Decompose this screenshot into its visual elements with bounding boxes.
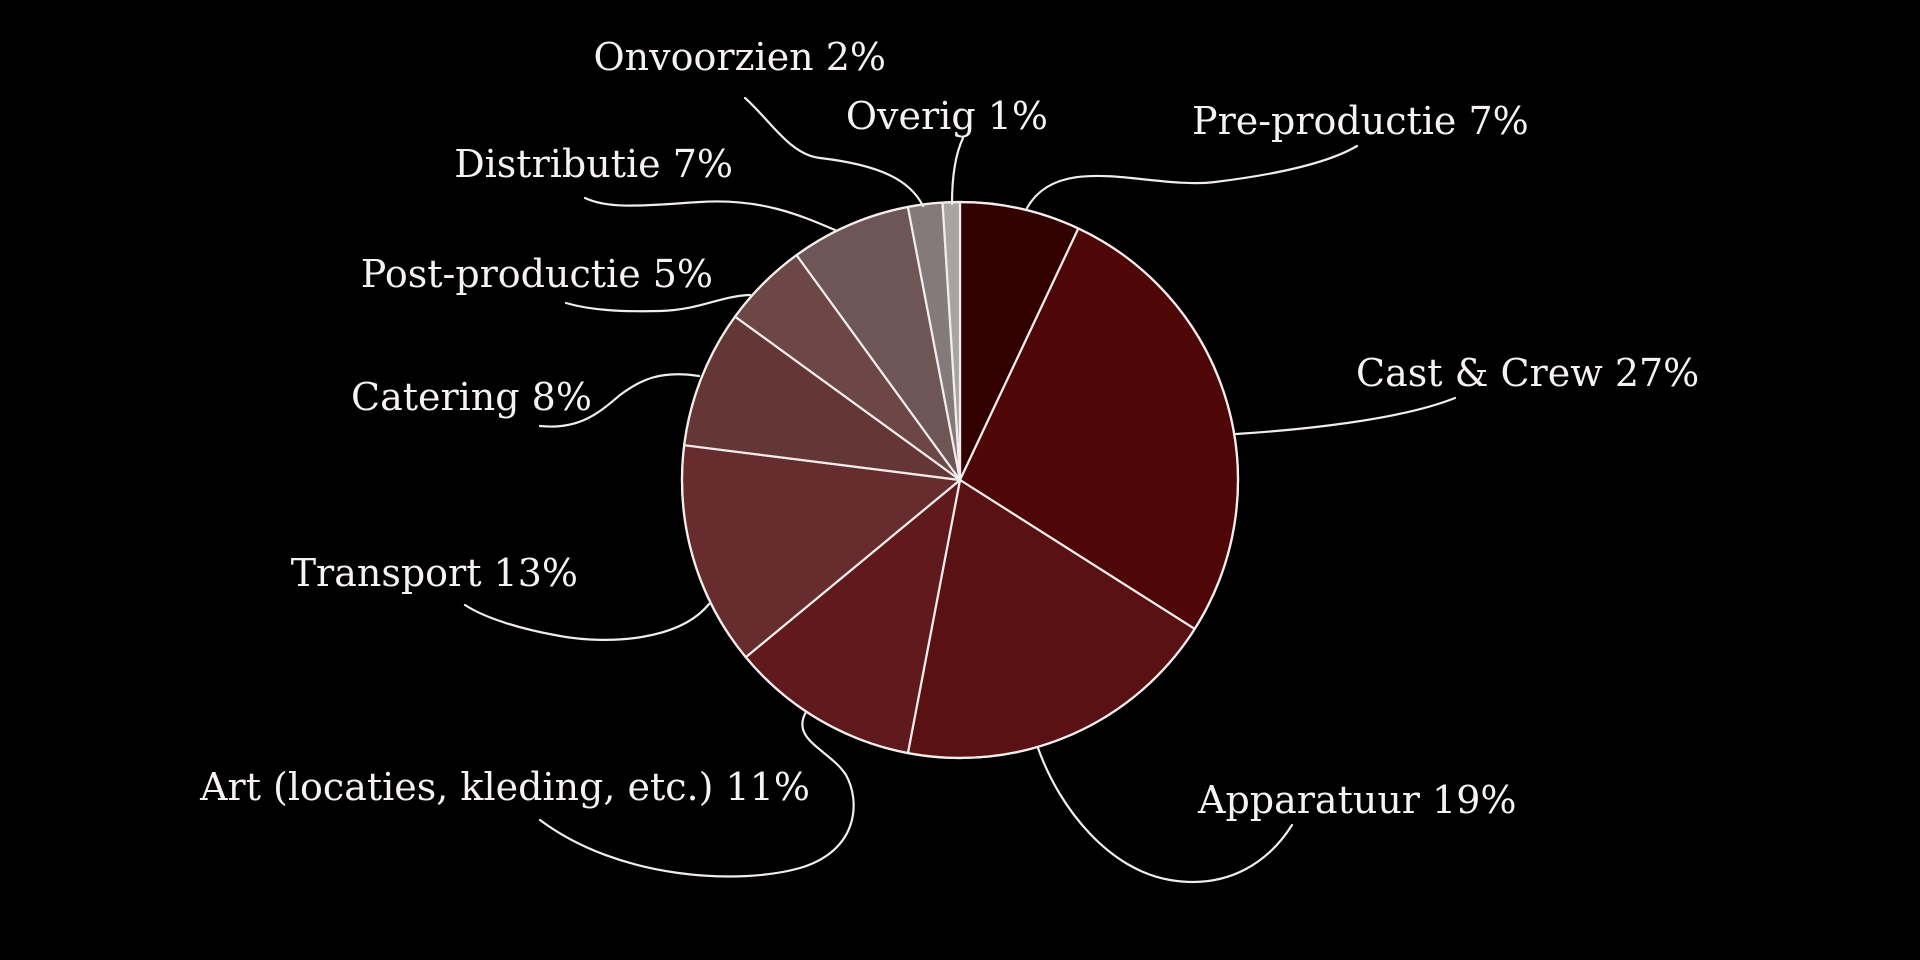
slice-label-catering: Catering 8% [351,375,592,419]
pie-labels: Pre-productie 7% Cast & Crew 27% Apparat… [199,35,1699,822]
slice-label-transport: Transport 13% [291,551,578,595]
leader-line-pre-productie [1025,144,1359,210]
leader-line-catering [538,373,701,428]
label-leader-lines [463,96,1457,884]
slice-label-overig: Overig 1% [846,94,1048,138]
leader-line-art [538,710,855,878]
leader-line-onvoorzien [743,96,925,208]
leader-line-overig [950,136,965,206]
slice-label-apparatuur: Apparatuur 19% [1197,778,1517,822]
pie-slices [680,200,1240,760]
leader-line-post-productie [564,293,752,313]
leader-line-transport [463,602,711,641]
pie-outline [680,200,1240,760]
slice-label-art: Art (locaties, kleding, etc.) 11% [199,765,810,809]
slice-label-distributie: Distributie 7% [454,142,733,186]
slice-label-cast-crew: Cast & Crew 27% [1356,351,1699,395]
slice-label-onvoorzien: Onvoorzien 2% [594,35,887,79]
leader-line-cast-crew [1234,396,1457,436]
leader-line-apparatuur [1036,746,1294,884]
slice-label-post-productie: Post-productie 5% [361,252,713,296]
leader-line-distributie [583,196,837,232]
slice-label-pre-productie: Pre-productie 7% [1192,99,1529,143]
